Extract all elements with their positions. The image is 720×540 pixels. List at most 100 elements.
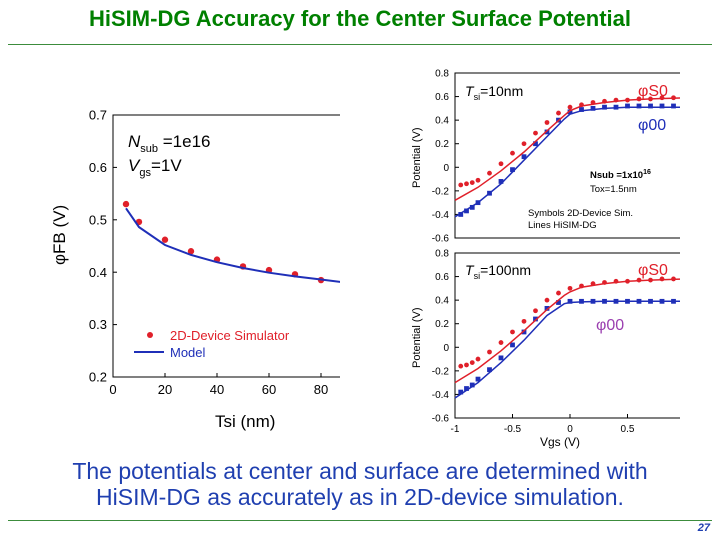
caption-line-2: HiSIM-DG as accurately as in 2D-device s…	[96, 484, 624, 510]
lines-note: Lines HiSIM-DG	[528, 220, 597, 231]
x-tick-label: 80	[314, 382, 328, 397]
data-point	[498, 355, 504, 361]
x-tick-label: 40	[210, 382, 224, 397]
data-point	[487, 170, 492, 176]
y-tick-label: 0.8	[435, 69, 449, 80]
data-point	[671, 103, 676, 109]
y-tick-label: 0.6	[435, 272, 449, 283]
data-point	[521, 318, 527, 324]
data-point	[567, 298, 573, 304]
data-point	[458, 363, 464, 369]
phi-00-label: φ00	[638, 117, 666, 134]
data-point	[556, 300, 561, 305]
page-number: 27	[697, 522, 710, 534]
data-point	[544, 297, 550, 303]
data-point	[469, 382, 475, 388]
data-point	[556, 110, 561, 116]
series-line	[125, 207, 340, 283]
x-tick-label: 0	[109, 382, 116, 397]
data-point	[590, 105, 596, 111]
data-point	[469, 204, 475, 210]
legend-symbol-marker	[147, 332, 153, 338]
y-tick-label: 0.4	[435, 116, 449, 127]
x-tick-label: 60	[262, 382, 276, 397]
data-point	[469, 180, 475, 186]
x-tick-label: -1	[451, 424, 460, 435]
y-tick-label: -0.6	[432, 234, 450, 245]
y-tick-label: 0.8	[435, 249, 449, 260]
data-point	[544, 305, 550, 311]
data-point	[469, 360, 475, 366]
x-tick-label: 0	[567, 424, 573, 435]
y-tick-label: 0.6	[435, 92, 449, 103]
data-point	[521, 329, 527, 335]
data-point	[544, 129, 550, 135]
x-tick-label: 0.5	[621, 424, 635, 435]
y-tick-label: 0.4	[89, 265, 107, 280]
data-point	[122, 200, 130, 208]
data-point	[567, 285, 573, 291]
phi-00-label: φ00	[596, 317, 624, 334]
y-tick-label: 0.4	[435, 296, 449, 307]
data-point	[161, 236, 169, 243]
y-tick-label: -0.2	[432, 186, 450, 197]
data-point	[458, 389, 464, 395]
y-tick-label: -0.4	[432, 390, 450, 401]
data-point	[544, 120, 550, 125]
data-point	[533, 308, 538, 314]
data-point	[659, 103, 665, 109]
y-tick-label: -0.2	[432, 366, 450, 377]
phi-s0-label: φS0	[638, 83, 668, 100]
data-point	[464, 208, 469, 214]
potential-chart-tsi-10nm: 0.8 0.6 0.4 0.2 0 -0.2 -0.4 -0.6 Tsi=10nm φS0 φ…	[411, 69, 680, 245]
data-point	[648, 103, 653, 109]
data-point	[498, 179, 504, 184]
series-line	[454, 300, 680, 399]
y-tick-label: 0.5	[89, 212, 107, 227]
series-line	[454, 97, 680, 201]
phi-s0-label: φS0	[638, 262, 668, 279]
data-point	[567, 104, 573, 110]
y-tick-label: 0.7	[89, 108, 107, 123]
y-tick-label: 0	[443, 163, 449, 174]
y-tick-label: 0.2	[89, 370, 107, 385]
tsi-label: Tsi=10nm	[465, 83, 523, 102]
y-tick-label: 0.2	[435, 139, 449, 150]
tox-note: Tox=1.5nm	[590, 184, 637, 195]
y-axis-label: Potential (V)	[411, 307, 423, 368]
data-point	[602, 104, 607, 110]
y-tick-label: 0.3	[89, 317, 107, 332]
data-point	[521, 154, 527, 160]
nsub-annotation: Nsub =1e16	[128, 132, 211, 155]
symbols-note: Symbols 2D-Device Sim.	[528, 208, 633, 219]
data-point	[579, 107, 584, 112]
y-tick-label: 0.2	[435, 319, 449, 330]
y-axis-label: φFB (V)	[50, 205, 69, 265]
data-point	[464, 362, 469, 368]
x-axis-label: Vgs (V)	[540, 435, 580, 449]
data-point	[533, 316, 538, 322]
series-line	[454, 278, 680, 384]
y-axis-label: Potential (V)	[411, 127, 423, 188]
x-axis-label: Tsi (nm)	[215, 412, 275, 431]
plot-frame	[454, 72, 680, 239]
data-point	[636, 103, 642, 109]
data-point	[567, 109, 573, 115]
data-point	[521, 141, 527, 147]
series-line	[454, 106, 680, 218]
data-point	[510, 167, 515, 173]
data-point	[487, 367, 492, 373]
data-point	[464, 181, 469, 187]
data-point	[498, 161, 504, 167]
nsub-note: Nsub =1x1016	[590, 169, 651, 181]
legend-line-label: Model	[170, 345, 206, 360]
legend-symbol-label: 2D-Device Simulator	[170, 328, 290, 343]
tsi-label: Tsi=100nm	[465, 262, 531, 281]
data-point	[510, 150, 515, 156]
data-point	[464, 386, 469, 391]
y-tick-label: 0.6	[89, 160, 107, 175]
slide-title: HiSIM-DG Accuracy for the Center Surface…	[89, 6, 631, 31]
potential-chart-tsi-100nm: 0.80.60.40.20-0.2-0.4-0.6-1-0.500.51 Tsi…	[411, 249, 680, 449]
y-tick-label: -0.4	[432, 210, 450, 221]
data-point	[187, 248, 195, 255]
